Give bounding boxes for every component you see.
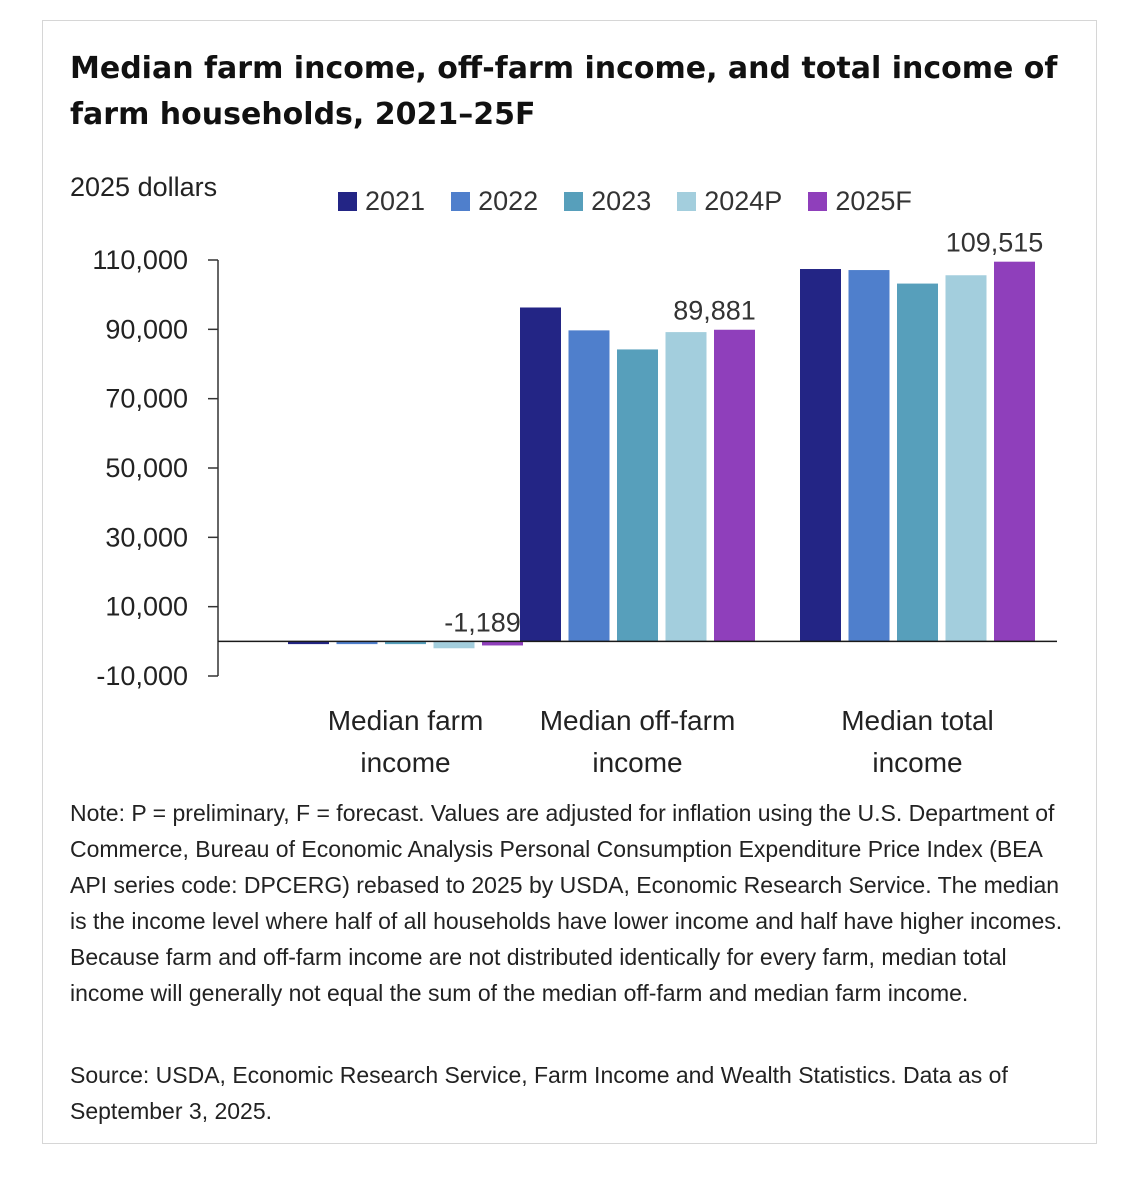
y-axis-unit-label: 2025 dollars (70, 172, 218, 202)
bar-median-off-farm-income-2022 (568, 330, 610, 642)
legend-label-2021: 2021 (365, 185, 426, 216)
legend-swatch-2024p (677, 191, 697, 211)
legend-label-2025f: 2025F (835, 185, 912, 216)
bar-median-off-farm-income-2024p (665, 332, 707, 642)
bar-median-total-income-2021 (800, 269, 841, 642)
bar-median-farm-income-2021 (288, 641, 329, 645)
bar-median-farm-income-2024p (433, 641, 475, 649)
category-label-median-off-farm-income-line1: Median off-farm (540, 705, 736, 736)
category-label-median-farm-income-line2: income (360, 747, 450, 778)
legend-swatch-2023 (564, 191, 584, 211)
legend-item-2022: 2022 (451, 186, 538, 217)
category-label-median-off-farm-income-line2: income (592, 747, 682, 778)
legend-swatch-2021 (338, 191, 357, 211)
bar-median-off-farm-income-2021 (520, 307, 561, 642)
legend-item-2024p: 2024P (677, 186, 782, 217)
legend-label-2024p: 2024P (704, 185, 783, 216)
legend-swatch-2025f (808, 191, 828, 211)
chart-source: Source: USDA, Economic Research Service,… (70, 1062, 1008, 1124)
bar-median-total-income-2025f (994, 261, 1035, 642)
data-label-median-off-farm-income-2025f: 89,881 (673, 296, 756, 326)
bar-median-farm-income-2022 (336, 641, 378, 645)
bar-median-total-income-2024p (945, 275, 987, 642)
y-tick-label-30-000: 30,000 (105, 522, 188, 552)
chart-note: Note: P = preliminary, F = forecast. Val… (70, 800, 1063, 1006)
data-label-median-total-income-2025f: 109,515 (946, 228, 1044, 258)
legend-item-2025f: 2025F (808, 186, 912, 217)
data-label-median-farm-income-2025f: -1,189 (444, 607, 521, 637)
bar-median-off-farm-income-2023 (617, 349, 658, 642)
legend-swatch-2022 (451, 191, 471, 211)
legend-label-2023: 2023 (591, 185, 652, 216)
bar-median-total-income-2022 (848, 270, 890, 642)
y-tick-label-70-000: 70,000 (105, 384, 188, 414)
category-label-median-farm-income-line1: Median farm (328, 705, 484, 736)
legend-label-2022: 2022 (478, 185, 539, 216)
y-tick-label-10-000: -10,000 (96, 661, 188, 691)
legend: 2021 2022 2023 2024P 2025F (338, 184, 938, 218)
bar-median-farm-income-2023 (385, 641, 426, 645)
y-tick-label-110-000: 110,000 (92, 245, 188, 275)
bar-chart: 110,000 90,000 70,000 50,000 30,000 10,000 -10… (92, 228, 1057, 778)
category-label-median-total-income-line1: Median total (841, 705, 994, 736)
bar-median-total-income-2023 (897, 283, 938, 642)
chart-title: Median farm income, off-farm income, and… (70, 51, 1058, 132)
bar-median-off-farm-income-2025f (714, 329, 755, 642)
category-label-median-total-income-line2: income (872, 747, 962, 778)
y-tick-label-90-000: 90,000 (105, 314, 188, 344)
y-tick-label-10-000: 10,000 (105, 592, 188, 622)
bar-median-farm-income-2025f (482, 641, 523, 646)
y-tick-label-50-000: 50,000 (105, 453, 188, 483)
legend-item-2021: 2021 (338, 186, 425, 217)
legend-item-2023: 2023 (564, 186, 651, 217)
